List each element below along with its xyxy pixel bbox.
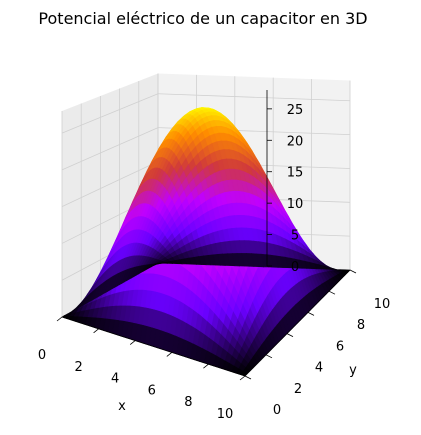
y-tick-label: 10 [374,297,391,312]
z-tick-label: 15 [287,166,304,181]
x-tick-label: 8 [184,395,192,410]
x-tick-label: 2 [74,360,82,375]
y-tick [286,333,294,337]
y-tick [244,375,252,380]
z-tick-label: 5 [291,229,299,244]
x-tick-label: 6 [148,383,156,398]
x-tick [93,328,99,334]
x-tick [239,375,246,381]
y-tick [328,290,336,295]
y-axis-label: y [349,363,357,378]
chart-title: Potencial eléctrico de un capacitor en 3… [38,9,367,28]
y-tick-label: 0 [273,403,281,418]
z-tick-label: 10 [287,197,304,212]
x-tick [203,363,209,369]
z-tick-label: 25 [287,103,304,118]
z-tick-label: 20 [287,134,304,149]
grid-line [61,161,159,208]
surface-plot [61,107,351,377]
x-tick [56,316,63,322]
y-tick-label: 8 [357,318,365,333]
x-tick [166,352,173,357]
grid-line [157,93,351,102]
y-tick [265,354,273,359]
axes-lines [61,90,351,377]
x-axis-label: x [118,399,126,414]
y-axis-line [244,269,351,377]
grid-line [61,93,159,134]
x-tick-label: 0 [38,348,46,363]
x-tick [129,340,136,345]
z-tick-label: 0 [291,260,299,275]
y-tick [349,269,357,274]
y-tick [307,312,315,316]
x-tick-label: 10 [217,407,234,422]
y-tick-label: 2 [294,382,302,397]
x-tick-label: 4 [111,372,119,387]
grid-line [61,127,159,171]
y-tick-label: 6 [336,339,344,354]
y-tick-label: 4 [315,361,323,376]
x-axis-line [61,316,246,377]
surface-patch [155,262,163,265]
